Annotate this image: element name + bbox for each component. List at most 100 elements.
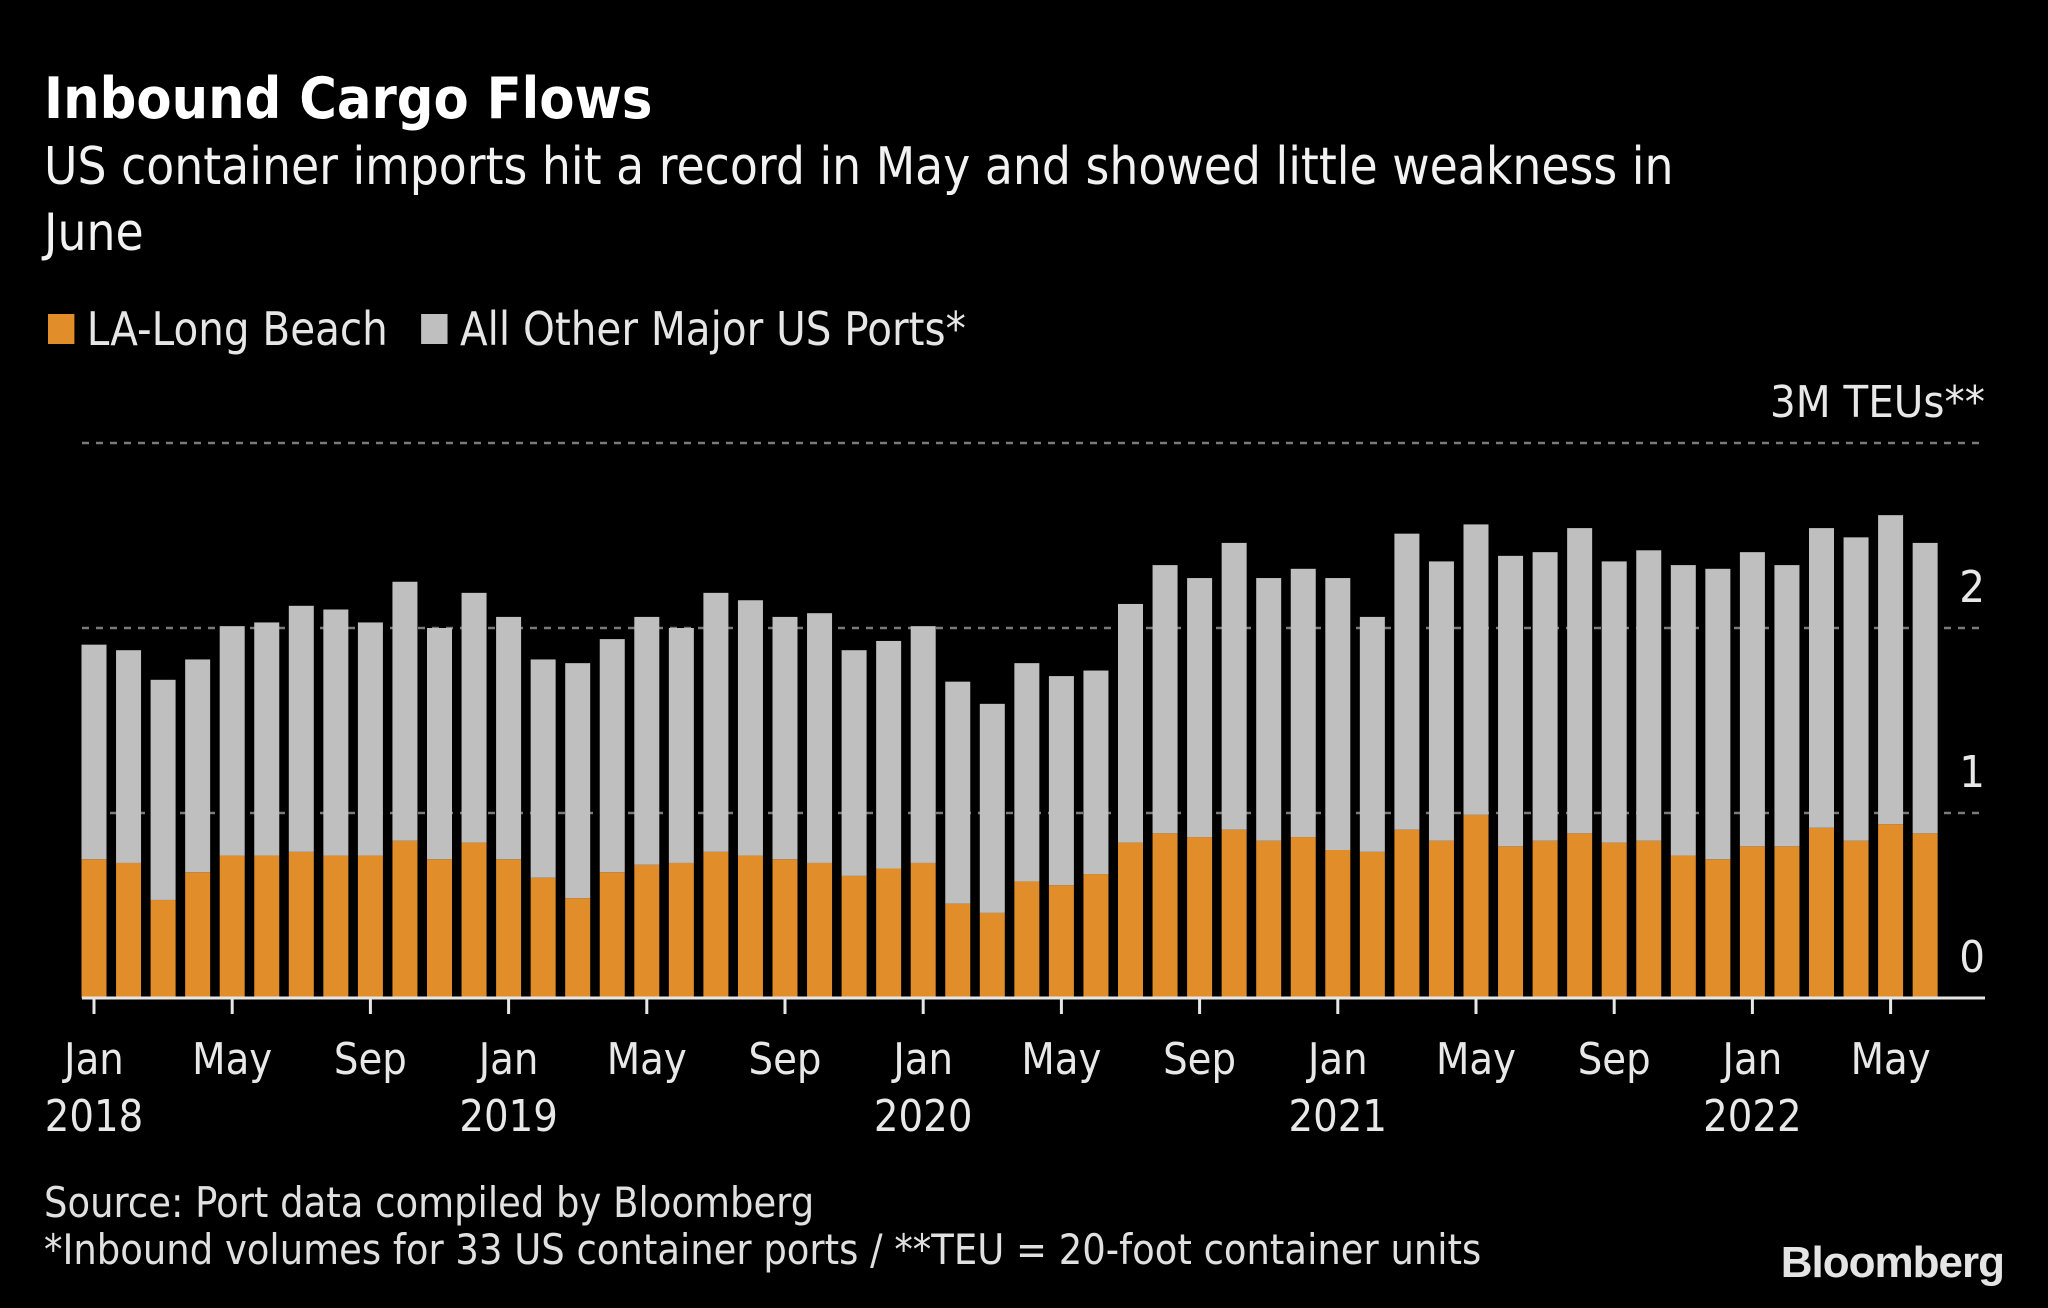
bar-segment-la-long-beach: [807, 862, 833, 998]
bar-segment-la-long-beach: [634, 864, 660, 998]
bar-2021-09: [1601, 561, 1627, 998]
bar-2018-06: [254, 622, 280, 998]
bar-2021-05: [1463, 524, 1489, 998]
bar-2019-02: [530, 659, 556, 998]
legend-item-other-ports: All Other Major US Ports*: [421, 302, 966, 356]
x-tick-label-month: Jan: [61, 1034, 123, 1085]
bar-segment-la-long-beach: [1325, 850, 1351, 998]
bar-segment-other-ports: [392, 581, 418, 841]
bar-2022-03: [1809, 528, 1834, 998]
bar-segment-other-ports: [1256, 578, 1282, 841]
bar-2018-09: [357, 622, 383, 998]
bar-2019-11: [841, 650, 867, 998]
bar-segment-other-ports: [668, 628, 694, 863]
bar-2020-08: [1152, 565, 1178, 998]
bar-segment-other-ports: [1774, 565, 1800, 847]
bar-2019-01: [496, 616, 522, 998]
subtitle-line-1: US container imports hit a record in May…: [44, 137, 1674, 197]
bar-segment-la-long-beach: [1014, 881, 1040, 998]
bar-2020-09: [1187, 578, 1213, 998]
bar-segment-other-ports: [876, 640, 902, 869]
bar-segment-la-long-beach: [1256, 840, 1282, 998]
x-tick-label-month: Sep: [1163, 1034, 1236, 1085]
bar-2018-08: [323, 609, 349, 998]
legend-swatch-grey-icon: [421, 314, 448, 344]
bar-2020-12: [1290, 568, 1316, 998]
x-tick-label-month: May: [1436, 1034, 1516, 1085]
bar-segment-other-ports: [1118, 603, 1143, 843]
bar-segment-other-ports: [219, 626, 245, 856]
bloomberg-logo: Bloomberg: [1780, 1238, 2005, 1287]
bar-segment-other-ports: [323, 609, 349, 856]
bar-segment-other-ports: [81, 644, 107, 860]
bar-segment-other-ports: [461, 592, 487, 843]
bar-segment-la-long-beach: [1739, 846, 1765, 998]
x-tick-label-month: Jan: [476, 1034, 538, 1085]
bar-segment-la-long-beach: [1601, 842, 1627, 998]
bar-2019-04: [599, 639, 625, 998]
bar-2020-05: [1048, 676, 1074, 998]
bar-2021-02: [1359, 616, 1385, 998]
bar-2018-05: [219, 626, 245, 998]
bar-2018-03: [150, 679, 176, 998]
bar-2022-05: [1878, 515, 1904, 998]
bar-segment-la-long-beach: [1878, 824, 1904, 998]
bar-segment-la-long-beach: [772, 859, 798, 998]
bar-segment-other-ports: [1014, 663, 1040, 882]
bar-2019-09: [772, 616, 798, 998]
bar-2018-04: [185, 659, 211, 998]
bar-segment-other-ports: [1359, 616, 1385, 852]
bar-segment-la-long-beach: [1670, 855, 1696, 998]
bar-segment-la-long-beach: [565, 898, 591, 998]
bar-segment-other-ports: [1878, 515, 1904, 825]
y-tick-label: 1: [1959, 746, 1985, 797]
bar-segment-la-long-beach: [219, 855, 245, 998]
bar-segment-other-ports: [634, 616, 660, 865]
x-tick-label-year: 2018: [45, 1091, 144, 1142]
y-axis: 0 1 2 3M TEUs**: [1770, 376, 1985, 982]
bar-segment-other-ports: [1187, 578, 1213, 838]
bar-segment-other-ports: [1636, 550, 1662, 841]
x-tick-label-month: Jan: [1305, 1034, 1367, 1085]
x-axis: Jan 2018 May Sep Jan 2019 May Sep Jan 2020 May Sep J…: [45, 996, 1985, 1142]
x-tick-label-year: 2020: [874, 1091, 973, 1142]
bar-segment-other-ports: [910, 626, 936, 863]
gridlines: [82, 441, 1985, 815]
bar-segment-la-long-beach: [288, 851, 314, 998]
bar-segment-la-long-beach: [1636, 840, 1662, 998]
x-tick-label-month: Sep: [334, 1034, 407, 1085]
bar-2020-07: [1118, 603, 1143, 998]
bar-segment-la-long-beach: [876, 868, 902, 998]
bar-segment-la-long-beach: [323, 855, 349, 998]
bar-segment-other-ports: [1843, 537, 1869, 841]
x-tick-label-month: Jan: [891, 1034, 953, 1085]
bar-2018-11: [427, 628, 452, 998]
bar-segment-other-ports: [1739, 552, 1765, 847]
bar-segment-la-long-beach: [357, 855, 383, 998]
bar-segment-la-long-beach: [1567, 833, 1593, 998]
chart-title: Inbound Cargo Flows: [44, 66, 653, 132]
legend-item-la-long-beach: LA-Long Beach: [48, 302, 388, 356]
bar-segment-other-ports: [530, 659, 556, 878]
bar-segment-la-long-beach: [979, 912, 1005, 998]
bar-2021-08: [1567, 528, 1593, 998]
bar-2020-04: [1014, 663, 1040, 998]
bar-2019-05: [634, 616, 660, 998]
bar-2022-02: [1774, 565, 1800, 998]
bar-segment-la-long-beach: [150, 899, 176, 998]
bar-segment-other-ports: [150, 679, 176, 900]
bar-2019-07: [703, 592, 729, 998]
bar-segment-other-ports: [357, 622, 383, 856]
footnote: *Inbound volumes for 33 US container por…: [44, 1225, 1482, 1274]
bar-segment-la-long-beach: [1118, 842, 1143, 998]
bar-segment-other-ports: [1083, 670, 1109, 875]
bar-segment-other-ports: [1463, 524, 1489, 815]
bar-segment-la-long-beach: [1843, 840, 1869, 998]
bar-segment-other-ports: [1428, 561, 1454, 841]
bar-segment-la-long-beach: [668, 862, 694, 998]
bar-segment-other-ports: [945, 681, 971, 904]
bar-2021-04: [1428, 561, 1454, 998]
bar-2019-10: [807, 613, 833, 998]
legend-swatch-orange-icon: [48, 314, 75, 344]
